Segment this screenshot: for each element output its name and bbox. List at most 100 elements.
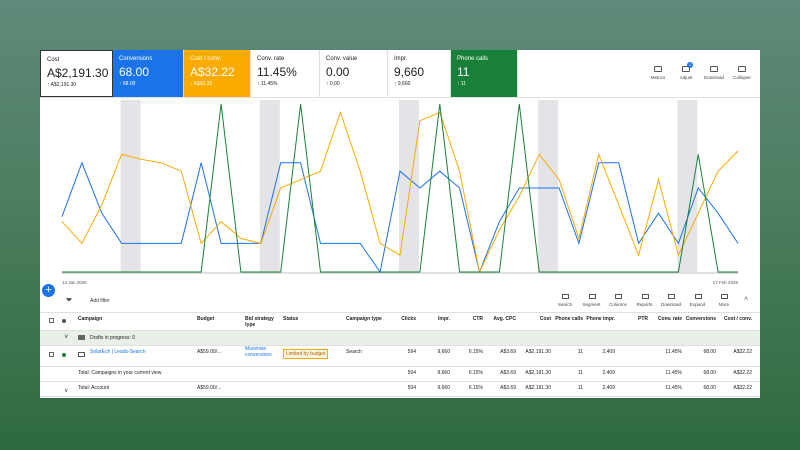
drafts-label[interactable]: Drafts in progress: 0	[90, 335, 136, 341]
column-header[interactable]: Phone impr.	[586, 316, 615, 322]
metric-delta: ↑ 11.45%	[257, 81, 313, 87]
row-divider	[40, 345, 760, 346]
column-header[interactable]: PTR	[638, 316, 648, 322]
table-cell: 9,660	[437, 349, 450, 355]
toolbar-icon[interactable]	[694, 294, 702, 299]
toolbar-tool[interactable]: Search	[557, 302, 573, 307]
toolbar-icon[interactable]	[721, 294, 728, 299]
tool-icon[interactable]	[710, 66, 718, 72]
expand-arrow[interactable]: ∨	[64, 334, 69, 340]
table-cell: 11.45%	[665, 370, 682, 376]
column-header[interactable]: Conversions	[685, 316, 716, 322]
metric-delta: ↑ A$2,191.30	[47, 82, 106, 88]
column-header[interactable]: Status	[283, 316, 299, 322]
toolbar-icon[interactable]	[668, 294, 675, 299]
collapse-arrow[interactable]: ˄	[744, 296, 749, 303]
metric-delta: ↑ 68.00	[119, 81, 177, 87]
table-cell: 68.00	[703, 370, 716, 376]
delta-value: 11.45%	[260, 81, 278, 87]
table-cell: 594	[407, 385, 416, 391]
campaign-name[interactable]: SolarEch | Leads-Search	[90, 349, 146, 355]
tool-icon[interactable]	[682, 66, 690, 72]
column-header[interactable]: Cost / conv.	[724, 316, 752, 322]
toolbar-tool[interactable]: Download	[660, 302, 681, 307]
delta-value: A$32.22	[193, 81, 213, 87]
metric-card[interactable]: Impr. 9,660 ↑ 9,660	[388, 50, 451, 97]
metric-card[interactable]: Conversions 68.00 ↑ 68.00	[113, 50, 184, 97]
expand-arrow[interactable]: ∨	[64, 388, 69, 394]
table-cell: A$32.22	[733, 385, 752, 391]
table-cell: 2,409	[602, 349, 615, 355]
column-header[interactable]: Bid strategy type	[245, 316, 274, 328]
metric-label: Conv. value	[326, 56, 358, 62]
table-cell: Maximise conversions	[245, 346, 272, 358]
delta-value: 11	[460, 81, 467, 87]
toolbar-tool[interactable]: Expand	[689, 302, 706, 307]
add-filter[interactable]: Add filter	[90, 298, 110, 304]
metric-card[interactable]: Phone calls 11 ↑ 11	[451, 50, 518, 97]
delta-value: 9,660	[397, 81, 411, 87]
column-header[interactable]: Clicks	[401, 316, 416, 322]
table-cell: 594	[407, 370, 416, 376]
filter-icon[interactable]	[66, 298, 72, 303]
metric-card[interactable]: Cost / conv. A$32.22 ↑ A$32.22	[184, 50, 251, 97]
column-header[interactable]: Phone calls	[555, 316, 583, 322]
chart-tool[interactable]: Collapse	[733, 75, 751, 80]
metric-card[interactable]: Cost A$2,191.30 ↑ A$2,191.30	[40, 50, 113, 97]
series-line	[62, 103, 738, 273]
table-cell: 68.00	[703, 349, 716, 355]
metric-delta: ↑ A$32.22	[190, 81, 244, 87]
metric-card[interactable]: Conv. rate 11.45% ↑ 11.45%	[251, 50, 320, 97]
campaign-icon	[78, 352, 85, 357]
metric-value: 68.00	[119, 65, 150, 79]
header-checkbox[interactable]	[49, 318, 54, 323]
arrow-icon: ↑	[457, 81, 461, 87]
column-header[interactable]: Avg. CPC	[493, 316, 516, 322]
toolbar-icon[interactable]	[562, 294, 569, 299]
arrow-icon: ↑	[119, 81, 123, 87]
chart-tool[interactable]: Download	[703, 75, 724, 80]
delta-value: A$2,191.30	[50, 82, 77, 88]
ads-panel: Cost A$2,191.30 ↑ A$2,191.30 Conversions 68.…	[40, 50, 760, 398]
folder-icon	[78, 335, 85, 340]
column-header[interactable]: Cost	[539, 316, 551, 322]
metric-label: Conv. rate	[257, 56, 285, 62]
chart-tool[interactable]: Metrics	[650, 75, 666, 80]
delta-value: 68.00	[122, 81, 136, 87]
metric-value: 9,660	[394, 65, 425, 79]
row-divider	[40, 396, 760, 397]
arrow-icon: ↑	[326, 81, 330, 87]
toolbar-icon[interactable]	[615, 294, 622, 299]
tool-icon[interactable]	[654, 66, 662, 72]
row-divider	[40, 366, 760, 367]
metric-value: 11.45%	[257, 65, 297, 79]
column-header[interactable]: Impr.	[438, 316, 450, 322]
table-cell: A$32.22	[733, 370, 752, 376]
table-cell: 11	[577, 370, 583, 376]
table-cell: 11.45%	[665, 385, 682, 391]
column-header[interactable]: CTR	[472, 316, 483, 322]
weekend-band	[259, 100, 280, 272]
toolbar-tool[interactable]: More	[718, 302, 730, 307]
table-cell: 9,660	[437, 370, 450, 376]
metric-value: A$2,191.30	[47, 66, 109, 80]
column-header[interactable]: Campaign	[78, 316, 103, 322]
add-button[interactable]: +	[42, 284, 55, 297]
row-checkbox[interactable]	[49, 352, 54, 357]
toolbar-icon[interactable]	[641, 294, 649, 299]
toolbar-tool[interactable]: Reports	[636, 302, 653, 307]
column-header[interactable]: Campaign type	[346, 316, 382, 322]
tool-icon[interactable]	[738, 66, 746, 72]
metric-card[interactable]: Conv. value 0.00 ↑ 0.00	[320, 50, 388, 97]
toolbar-tool[interactable]: Segment	[582, 302, 601, 307]
column-header[interactable]: Budget	[197, 316, 215, 322]
toolbar-icon[interactable]	[588, 294, 596, 299]
arrow-icon: ↑	[257, 81, 261, 87]
table-cell: A$3.69	[500, 370, 516, 376]
toolbar-tool[interactable]: Columns	[609, 302, 627, 307]
arrow-icon: ↑	[394, 81, 398, 87]
chart-tool[interactable]: Adjust	[679, 75, 693, 80]
campaign-name: Total: Campaigns in your current view	[78, 370, 162, 376]
column-header[interactable]: Conv. rate	[657, 316, 682, 322]
metric-value: 0.00	[326, 65, 350, 79]
